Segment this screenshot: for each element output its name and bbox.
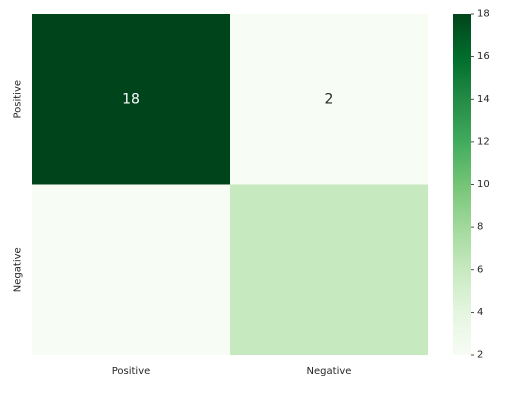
cell-annotation-r0-c1: 2 — [325, 91, 334, 107]
heatmap-cell-r0-c0 — [32, 14, 230, 185]
colorbar-tick-label: 16 — [477, 51, 490, 62]
heatmap-cell-r0-c1 — [230, 14, 428, 185]
colorbar-tick-label: 6 — [477, 264, 483, 275]
colorbar: 2 4 6 8 10 12 14 16 18 — [453, 9, 490, 361]
heatmap-cell-r1-c1 — [230, 184, 428, 355]
cell-annotation-r0-c0: 18 — [122, 91, 140, 107]
colorbar-gradient — [453, 14, 471, 355]
colorbar-tick-label: 10 — [477, 179, 490, 190]
heatmap-cell-r1-c0 — [32, 184, 230, 355]
x-tick-label: Positive — [112, 366, 151, 377]
y-tick-label: Negative — [13, 247, 24, 292]
x-axis-ticks: Positive Negative — [112, 366, 352, 377]
colorbar-tick-label: 18 — [477, 9, 490, 20]
colorbar-tick-label: 4 — [477, 307, 483, 318]
x-tick-label: Negative — [307, 366, 352, 377]
y-axis-ticks: Positive Negative — [13, 80, 24, 292]
colorbar-tick-label: 12 — [477, 136, 490, 147]
colorbar-tick-label: 14 — [477, 94, 490, 105]
colorbar-tick-label: 8 — [477, 222, 483, 233]
heatmap-cells — [32, 14, 428, 355]
cell-annotations: 18 2 — [122, 91, 333, 107]
y-tick-label: Positive — [13, 80, 24, 119]
colorbar-tick-label: 2 — [477, 350, 483, 361]
